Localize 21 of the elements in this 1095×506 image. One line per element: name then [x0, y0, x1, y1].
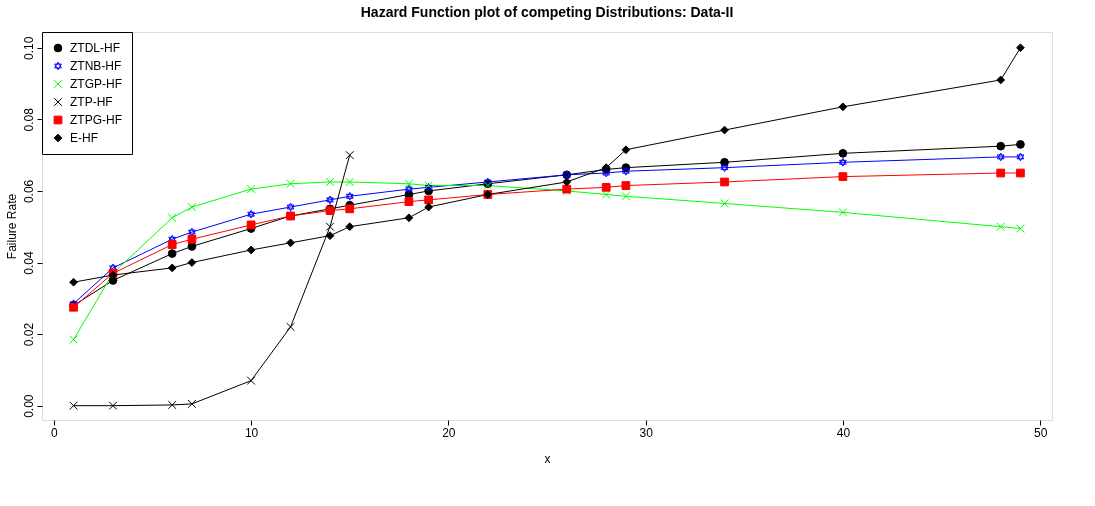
y-tick-label: 0.06 — [21, 179, 36, 204]
x-tick-label: 20 — [442, 425, 456, 440]
legend-label: E-HF — [70, 131, 98, 145]
y-axis-title: Failure Rate — [4, 193, 19, 260]
x-tick-label: 30 — [639, 425, 654, 440]
legend-label: ZTP-HF — [70, 95, 113, 109]
y-tick-label: 0.00 — [21, 394, 36, 418]
y-tick-label: 0.10 — [21, 36, 36, 60]
legend-label: ZTGP-HF — [70, 77, 122, 91]
y-tick-label: 0.04 — [21, 251, 36, 275]
x-tick-label: 10 — [244, 425, 259, 440]
y-tick-label: 0.02 — [21, 322, 36, 347]
legend-label: ZTPG-HF — [70, 113, 122, 127]
x-axis-title: x — [544, 451, 551, 466]
legend-label: ZTDL-HF — [70, 41, 120, 55]
legend-label: ZTNB-HF — [70, 59, 122, 73]
y-tick-label: 0.08 — [21, 107, 36, 132]
x-tick-label: 50 — [1033, 425, 1048, 440]
x-tick-label: 0 — [50, 425, 58, 440]
chart-title: Hazard Function plot of competing Distributions: Data-II — [360, 3, 734, 20]
x-tick-label: 40 — [836, 425, 851, 440]
